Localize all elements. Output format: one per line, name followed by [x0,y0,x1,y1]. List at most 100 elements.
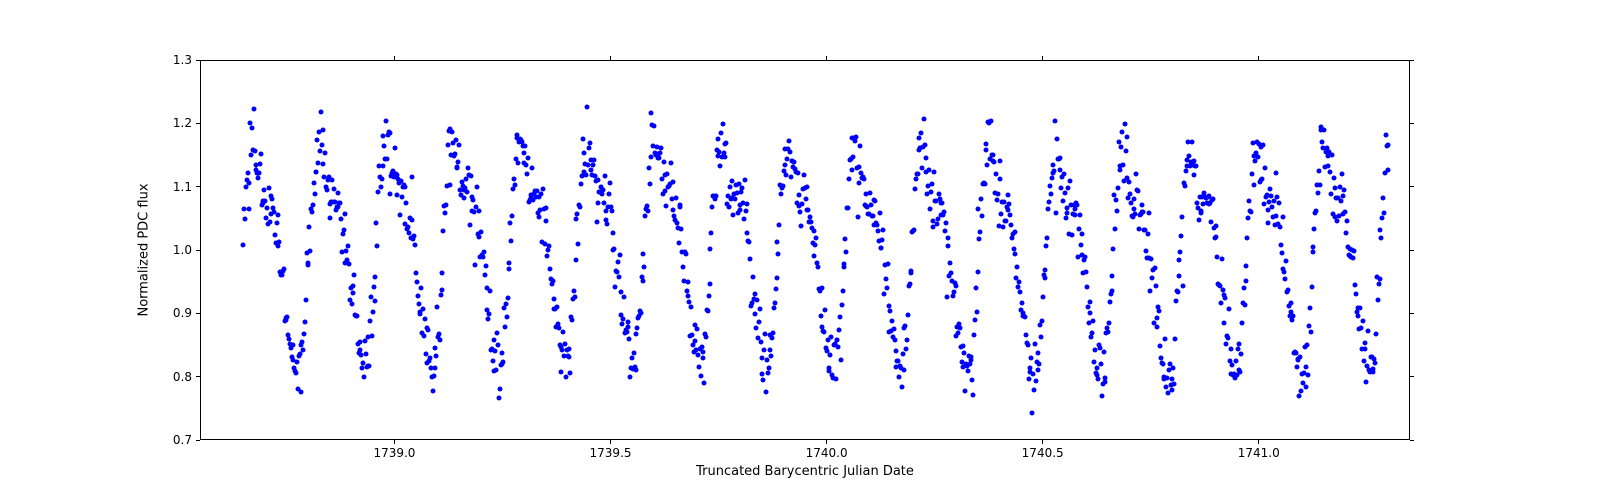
data-point [415,293,420,298]
data-point [1032,342,1037,347]
data-point [512,182,517,187]
data-point [571,289,576,294]
data-point [971,392,976,397]
x-tick-label: 1739.5 [590,446,632,460]
data-point [1315,191,1320,196]
data-point [858,144,863,149]
data-point [641,252,646,257]
data-point [1044,243,1049,248]
data-point [1158,344,1163,349]
data-point [320,162,325,167]
data-point [1376,282,1381,287]
data-point [912,228,917,233]
data-point [868,202,873,207]
data-point [387,130,392,135]
data-point [745,201,750,206]
data-point [1026,376,1031,381]
data-point [840,288,845,293]
data-point [308,248,313,253]
data-point [642,264,647,269]
data-point [775,239,780,244]
data-point [851,154,856,159]
data-point [476,234,481,239]
data-point [998,176,1003,181]
data-point [369,333,374,338]
data-point [616,274,621,279]
data-point [652,124,657,129]
data-point [1123,149,1128,154]
data-point [1007,201,1012,206]
data-point [380,134,385,139]
data-point [398,213,403,218]
data-point [1080,232,1085,237]
data-point [976,206,981,211]
data-point [1049,176,1054,181]
data-point [999,212,1004,217]
data-point [701,350,706,355]
data-point [318,109,323,114]
y-tick-label: 0.9 [173,306,192,320]
data-point [1352,283,1357,288]
data-point [1046,207,1051,212]
data-point [1309,284,1314,289]
data-point [257,170,262,175]
data-point [708,247,713,252]
data-point [394,193,399,198]
data-point [1360,318,1365,323]
data-point [765,370,770,375]
data-point [495,342,500,347]
data-point [846,177,851,182]
data-point [942,229,947,234]
data-point [707,281,712,286]
data-point [410,174,415,179]
data-point [942,209,947,214]
y-tick [1410,186,1414,187]
data-point [1340,193,1345,198]
data-point [649,110,654,115]
data-point [263,198,268,203]
data-point [422,316,427,321]
data-point [473,263,478,268]
data-point [767,347,772,352]
data-point [617,252,622,257]
data-point [274,220,279,225]
data-point [1132,196,1137,201]
data-point [346,244,351,249]
data-point [1008,212,1013,217]
data-point [443,211,448,216]
data-point [979,197,984,202]
data-point [494,367,499,372]
data-point [1239,352,1244,357]
data-point [496,396,501,401]
data-point [1329,153,1334,158]
data-point [1054,210,1059,215]
data-point [897,374,902,379]
data-point [795,171,800,176]
data-point [684,288,689,293]
data-point [352,272,357,277]
data-point [595,200,600,205]
data-point [956,331,961,336]
data-point [258,152,263,157]
data-point [972,317,977,322]
data-point [585,105,590,110]
data-point [764,358,769,363]
data-point [536,214,541,219]
data-point [888,308,893,313]
data-point [414,271,419,276]
data-point [773,286,778,291]
data-point [624,330,629,335]
data-point [1160,362,1165,367]
data-point [372,299,377,304]
data-point [659,145,664,150]
data-point [1359,325,1364,330]
data-point [904,347,909,352]
data-point [1375,298,1380,303]
y-tick-label: 0.7 [173,433,192,447]
data-point [1017,289,1022,294]
data-point [1343,209,1348,214]
data-point [1091,359,1096,364]
data-point [905,312,910,317]
data-point [421,306,426,311]
data-point [698,374,703,379]
